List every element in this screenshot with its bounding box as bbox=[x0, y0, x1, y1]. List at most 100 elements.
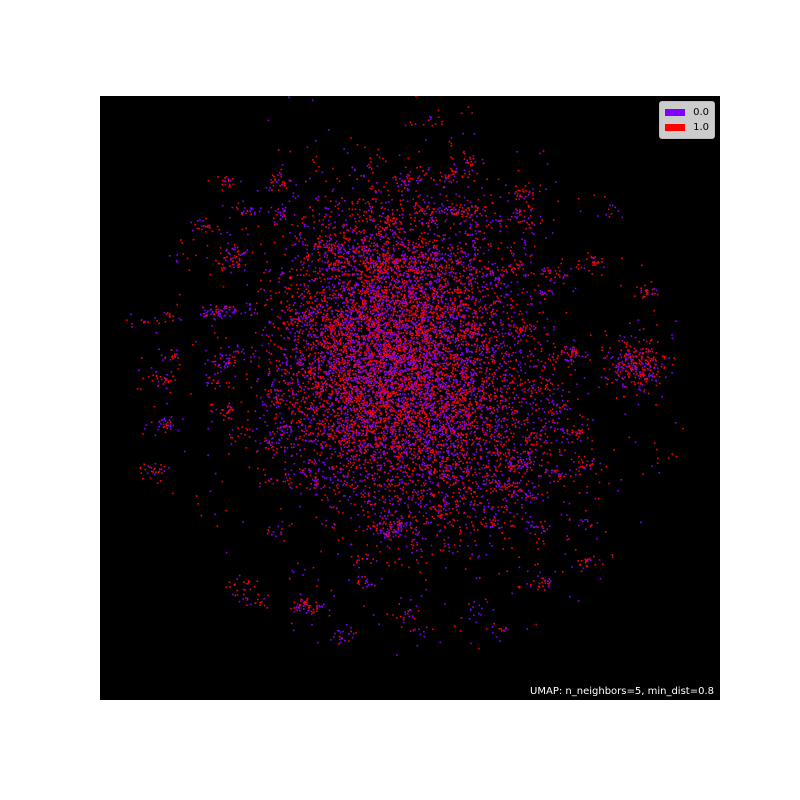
scatter-point-series-0 bbox=[373, 337, 375, 340]
scatter-point-series-1 bbox=[452, 463, 454, 465]
scatter-point-series-1 bbox=[367, 293, 370, 296]
scatter-point-series-0 bbox=[452, 339, 454, 341]
scatter-point-series-0 bbox=[394, 319, 396, 322]
scatter-point-series-1 bbox=[420, 401, 423, 403]
scatter-point-series-1 bbox=[393, 262, 395, 264]
scatter-point-series-1 bbox=[404, 298, 407, 301]
scatter-point-series-1 bbox=[375, 292, 377, 294]
scatter-point-series-0 bbox=[265, 334, 268, 336]
scatter-point-series-0 bbox=[418, 259, 420, 262]
scatter-point-series-1 bbox=[390, 269, 393, 271]
scatter-point-series-0 bbox=[489, 221, 492, 224]
scatter-point-series-1 bbox=[325, 324, 328, 327]
scatter-point-series-0 bbox=[428, 167, 430, 169]
scatter-point-series-1 bbox=[285, 372, 287, 375]
scatter-point-series-0 bbox=[397, 291, 400, 293]
scatter-point-series-0 bbox=[298, 233, 301, 236]
scatter-point-series-0 bbox=[402, 282, 405, 284]
scatter-point-series-0 bbox=[382, 389, 385, 391]
scatter-point-series-1 bbox=[385, 355, 387, 358]
scatter-point-series-1 bbox=[434, 472, 436, 475]
scatter-point-series-1 bbox=[479, 359, 481, 361]
scatter-point-series-1 bbox=[378, 230, 380, 233]
scatter-point-series-1 bbox=[405, 332, 407, 335]
scatter-point-series-1 bbox=[343, 253, 345, 255]
scatter-point-series-1 bbox=[341, 359, 344, 361]
scatter-point-series-0 bbox=[417, 430, 420, 432]
scatter-point-series-0 bbox=[425, 403, 428, 405]
scatter-point-series-0 bbox=[364, 335, 366, 337]
scatter-point-series-0 bbox=[428, 358, 430, 361]
scatter-point-series-1 bbox=[256, 312, 259, 315]
scatter-point-series-0 bbox=[398, 317, 401, 320]
scatter-point-series-0 bbox=[431, 323, 434, 325]
scatter-point-series-1 bbox=[431, 324, 434, 327]
scatter-point-series-0 bbox=[391, 317, 393, 319]
scatter-point-series-0 bbox=[324, 320, 327, 323]
scatter-point-series-0 bbox=[382, 357, 384, 360]
scatter-point-series-0 bbox=[386, 371, 388, 373]
scatter-point-series-0 bbox=[400, 357, 403, 359]
scatter-point-series-1 bbox=[392, 244, 395, 247]
scatter-point-series-1 bbox=[377, 339, 380, 341]
scatter-point-series-0 bbox=[392, 409, 395, 411]
scatter-point-series-0 bbox=[403, 272, 406, 275]
scatter-point-series-0 bbox=[438, 250, 440, 252]
scatter-point-series-0 bbox=[294, 235, 296, 237]
scatter-point-series-1 bbox=[458, 231, 461, 233]
scatter-point-series-1 bbox=[434, 287, 436, 290]
scatter-point-series-0 bbox=[486, 348, 488, 350]
scatter-point-series-0 bbox=[437, 208, 439, 210]
scatter-point-series-1 bbox=[501, 395, 503, 397]
scatter-point-series-0 bbox=[343, 321, 345, 324]
scatter-point-series-1 bbox=[537, 341, 540, 344]
scatter-point-series-0 bbox=[403, 287, 406, 289]
scatter-point-series-0 bbox=[361, 288, 364, 290]
scatter-point-series-1 bbox=[408, 263, 410, 265]
scatter-point-series-0 bbox=[351, 309, 354, 312]
scatter-point-series-1 bbox=[430, 355, 433, 357]
scatter-point-series-1 bbox=[373, 411, 376, 413]
scatter-point-series-0 bbox=[329, 237, 331, 240]
scatter-point-series-0 bbox=[415, 267, 417, 270]
scatter-point-series-0 bbox=[494, 345, 496, 347]
scatter-point-series-0 bbox=[405, 284, 408, 286]
scatter-point-series-1 bbox=[433, 393, 435, 396]
scatter-point-series-1 bbox=[453, 406, 456, 409]
scatter-point-series-0 bbox=[404, 464, 406, 467]
scatter-point-series-1 bbox=[489, 318, 491, 320]
scatter-point-series-0 bbox=[382, 304, 384, 307]
scatter-point-series-1 bbox=[452, 260, 454, 263]
scatter-point-series-1 bbox=[463, 488, 465, 490]
scatter-point-series-0 bbox=[409, 362, 412, 365]
scatter-point-series-1 bbox=[412, 359, 415, 362]
scatter-point-series-0 bbox=[400, 419, 403, 421]
scatter-point-series-1 bbox=[299, 352, 302, 354]
scatter-point-series-1 bbox=[426, 304, 429, 306]
scatter-point-series-1 bbox=[437, 321, 439, 324]
scatter-point-series-0 bbox=[342, 285, 345, 287]
scatter-point-series-1 bbox=[457, 259, 459, 261]
scatter-point-series-0 bbox=[354, 352, 357, 355]
scatter-point-series-1 bbox=[434, 410, 436, 413]
scatter-point-series-1 bbox=[296, 362, 298, 365]
scatter-point-series-0 bbox=[410, 339, 412, 342]
scatter-point-series-0 bbox=[290, 382, 293, 385]
scatter-point-series-1 bbox=[384, 253, 386, 256]
scatter-point-series-0 bbox=[409, 403, 412, 405]
scatter-point-series-1 bbox=[356, 178, 358, 180]
scatter-point-series-0 bbox=[470, 298, 473, 301]
scatter-point-series-0 bbox=[462, 304, 465, 307]
scatter-point-series-0 bbox=[458, 305, 461, 308]
scatter-point-series-1 bbox=[385, 339, 388, 342]
scatter-point-series-0 bbox=[366, 347, 368, 350]
scatter-point-series-1 bbox=[461, 358, 464, 361]
scatter-point-series-1 bbox=[385, 310, 388, 313]
scatter-point-series-1 bbox=[335, 320, 338, 323]
scatter-point-series-0 bbox=[408, 278, 411, 281]
scatter-point-series-1 bbox=[410, 332, 412, 335]
scatter-point-series-0 bbox=[367, 421, 370, 424]
scatter-point-series-1 bbox=[459, 421, 461, 424]
scatter-point-series-1 bbox=[408, 279, 410, 282]
scatter-point-series-1 bbox=[423, 364, 425, 367]
